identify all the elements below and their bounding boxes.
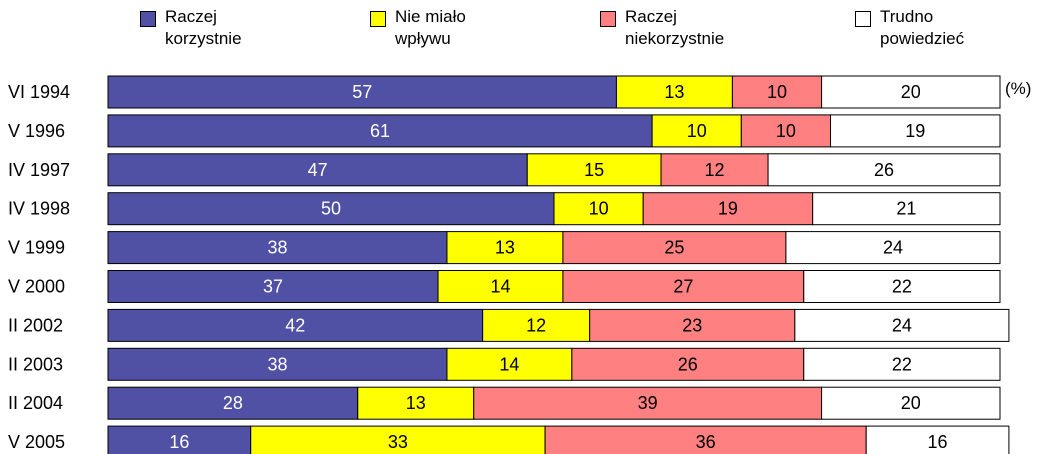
bar-segment (830, 114, 1001, 148)
bar-segment (250, 425, 546, 454)
bar-segment (107, 270, 439, 303)
data-label: 57 (352, 82, 372, 102)
data-label: 10 (776, 121, 796, 141)
data-label: 36 (696, 432, 716, 452)
y-tick-label: II 2003 (8, 354, 63, 374)
bar-segment (473, 386, 823, 420)
bar-segment (357, 386, 475, 420)
bar-segment (107, 425, 252, 454)
bar-segment (865, 425, 1010, 454)
bar-segment (821, 386, 1001, 420)
data-label: 20 (901, 82, 921, 102)
data-label: 12 (705, 160, 725, 180)
bar-segment (107, 192, 555, 226)
y-tick-label: V 2000 (8, 277, 65, 297)
data-label: 26 (874, 160, 894, 180)
data-label: 15 (584, 160, 604, 180)
bar-segment (526, 153, 662, 187)
data-label: 26 (678, 354, 698, 374)
data-label: 22 (892, 354, 912, 374)
bar-segment (803, 270, 1001, 303)
bar-segment (767, 153, 1001, 187)
legend-swatch (855, 11, 871, 27)
bar-segment (803, 347, 1001, 381)
data-label: 14 (499, 354, 519, 374)
data-label: 10 (589, 199, 609, 219)
data-label: 24 (883, 238, 903, 258)
data-label: 10 (767, 82, 787, 102)
legend-swatch (370, 11, 386, 27)
data-label: 16 (169, 432, 189, 452)
data-label: 21 (896, 199, 916, 219)
bar-segment (107, 153, 528, 187)
bar-segment (651, 114, 742, 148)
data-label: 38 (267, 238, 287, 258)
data-label: 13 (406, 393, 426, 413)
bar-segment (562, 270, 805, 303)
data-label: 13 (664, 82, 684, 102)
legend-swatch (140, 11, 156, 27)
y-tick-label: V 2005 (8, 432, 65, 452)
data-label: 23 (682, 315, 702, 335)
legend-label: Raczej korzystnie (165, 7, 242, 48)
data-label: 50 (321, 199, 341, 219)
data-label: 38 (267, 354, 287, 374)
bar-segment (562, 231, 787, 265)
bar-segment (821, 75, 1001, 109)
bar-segment (615, 75, 733, 109)
y-tick-label: II 2002 (8, 315, 63, 335)
data-label: 19 (905, 121, 925, 141)
y-tick-label: V 1999 (8, 238, 65, 258)
data-label: 33 (388, 432, 408, 452)
legend-swatch (600, 11, 616, 27)
bar-segment (794, 308, 1010, 342)
data-label: 16 (928, 432, 948, 452)
data-label: 42 (285, 315, 305, 335)
unit-label: (%) (1005, 79, 1032, 98)
bar-segment (785, 231, 1001, 265)
data-label: 13 (495, 238, 515, 258)
data-label: 47 (308, 160, 328, 180)
bar-segment (107, 308, 484, 342)
bar-segment (740, 114, 832, 148)
data-label: 10 (687, 121, 707, 141)
bar-segment (437, 270, 564, 303)
data-label: 22 (892, 277, 912, 297)
legend-label: Raczej niekorzystnie (625, 7, 725, 48)
bar-segment (107, 114, 653, 148)
bar-segment (589, 308, 796, 342)
y-tick-label: IV 1997 (8, 160, 70, 180)
data-label: 19 (718, 199, 738, 219)
legend-label: Nie miało wpływu (395, 7, 466, 48)
bar-segment (544, 425, 867, 454)
bar-segment (446, 231, 564, 265)
legend-label: Trudno powiedzieć (880, 7, 965, 48)
y-tick-label: V 1996 (8, 121, 65, 141)
y-tick-label: II 2004 (8, 393, 63, 413)
bar-segment (731, 75, 823, 109)
bar-segment (812, 192, 1001, 226)
bar-segment (571, 347, 805, 381)
data-label: 28 (223, 393, 243, 413)
data-label: 25 (664, 238, 684, 258)
bar-segment (553, 192, 644, 226)
bar-segment (107, 347, 448, 381)
y-tick-label: VI 1994 (8, 82, 70, 102)
y-tick-label: IV 1998 (8, 199, 70, 219)
bar-segment (107, 75, 617, 109)
data-label: 39 (638, 393, 658, 413)
data-label: 12 (526, 315, 546, 335)
data-label: 24 (892, 315, 912, 335)
data-label: 14 (490, 277, 510, 297)
data-label: 61 (370, 121, 390, 141)
bar-segment (107, 231, 448, 265)
data-label: 37 (263, 277, 283, 297)
data-label: 27 (673, 277, 693, 297)
data-label: 20 (901, 393, 921, 413)
